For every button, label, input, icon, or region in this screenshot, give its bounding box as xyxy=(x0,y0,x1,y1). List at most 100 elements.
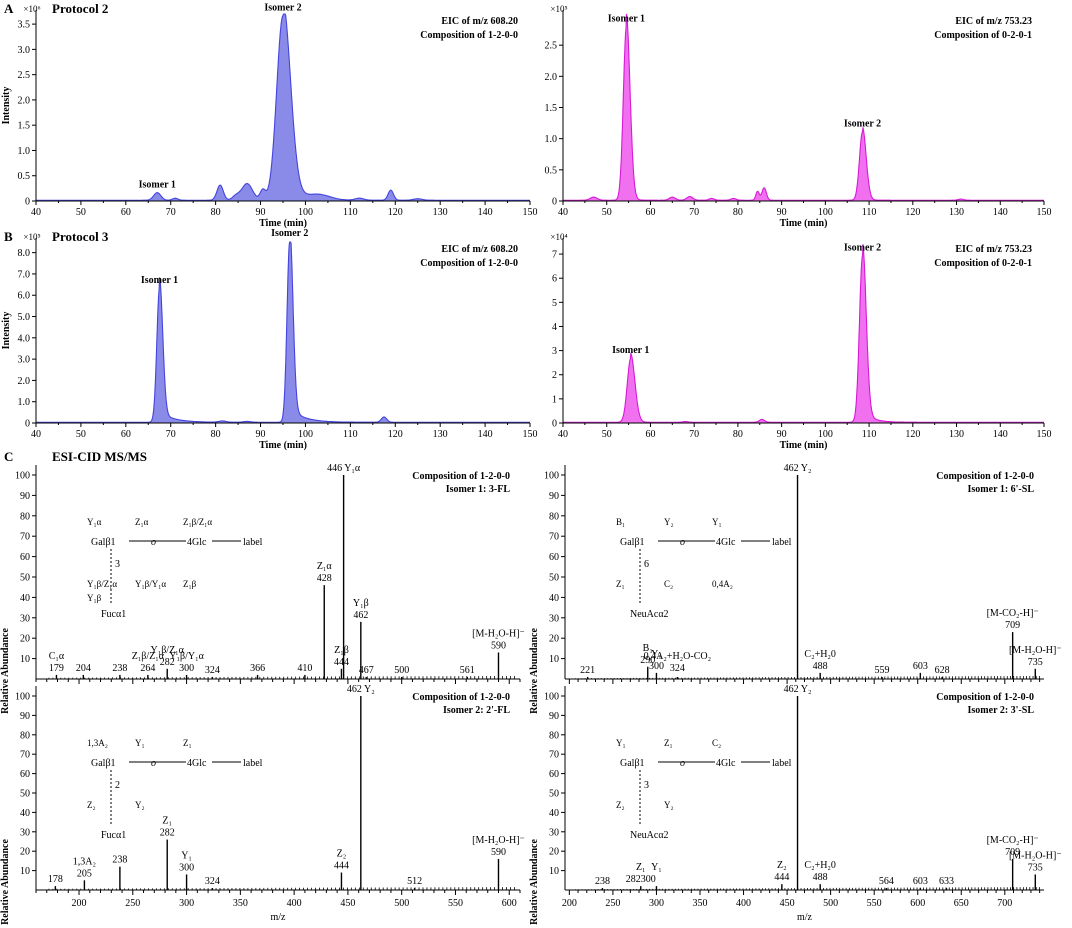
x-tick-label: 300 xyxy=(649,898,664,909)
structure-fragment: B₁ xyxy=(616,517,625,527)
y-axis-label: Relative Abundance xyxy=(529,628,540,714)
peak-label: 628 xyxy=(935,665,950,676)
peak-value: 300 xyxy=(179,663,194,674)
y-tick-label: 40 xyxy=(549,808,559,819)
x-tick-label: 90 xyxy=(777,429,787,440)
annotation-line: EIC of m/z 753.23 xyxy=(955,244,1032,255)
x-tick-label: 100 xyxy=(818,207,833,218)
peak-label: 238 xyxy=(595,876,610,887)
axis-exponent: ×10⁶ xyxy=(23,4,40,14)
x-tick-label: 250 xyxy=(605,898,620,909)
peak-label: 462 Y₂ xyxy=(347,684,375,695)
structure-fragment: C₂ xyxy=(712,738,721,748)
x-tick-label: 40 xyxy=(31,207,41,218)
structure-fragment: Z₁ xyxy=(183,738,192,748)
structure-linkage: 3 xyxy=(115,559,120,570)
structure-bridge: o xyxy=(151,537,156,548)
y-tick-label: 20 xyxy=(20,847,30,858)
annotation-line: EIC of m/z 608.20 xyxy=(441,244,518,255)
signal-line xyxy=(563,244,1044,423)
x-tick-label: 60 xyxy=(645,429,655,440)
structure-fragment: Z₁β/Z₁α xyxy=(183,517,212,527)
y-tick-label: 80 xyxy=(20,511,30,522)
peak-label: [M-H₂O-H]⁻ xyxy=(472,628,525,639)
section-title-protocol-3: Protocol 3 xyxy=(52,229,109,244)
structure-fragment: Y₁α xyxy=(87,517,102,527)
peak-label: 512 xyxy=(407,876,422,887)
axis-exponent: ×10⁵ xyxy=(23,232,40,242)
axis-exponent: ×10⁵ xyxy=(550,4,567,14)
structure-bridge: o xyxy=(680,537,685,548)
y-tick-label: 20 xyxy=(549,847,559,858)
peak-label: C₂+H₂0 xyxy=(804,860,836,871)
x-tick-label: 150 xyxy=(523,429,538,440)
x-tick-label: 700 xyxy=(997,898,1012,909)
peak-label: C₁α xyxy=(49,651,65,662)
y-tick-label: 10 xyxy=(549,866,559,877)
x-tick-label: 500 xyxy=(394,898,409,909)
x-tick-label: 70 xyxy=(689,207,699,218)
chart-A-left: 40 50 60 70 80 90 100 110 120 130 140 150 0 0.5 1.0 1.5… xyxy=(1,3,538,229)
y-tick-label: 100 xyxy=(544,471,559,482)
structure-linkage: 6 xyxy=(644,559,649,570)
chart-B-left: 40 50 60 70 80 90 100 110 120 130 140 150 0 1.0 2.0 3.0… xyxy=(1,228,538,451)
x-tick-label: 120 xyxy=(905,429,920,440)
peak-label: Isomer 1 xyxy=(141,275,178,286)
structure-residue: Galβ1 xyxy=(91,758,116,769)
x-tick-label: 50 xyxy=(76,429,86,440)
y-tick-label: 90 xyxy=(20,491,30,502)
y-tick-label: 8.0 xyxy=(18,248,31,259)
chart-C-bottom-right: 10 20 30 40 50 60 70 80 90 100 200 250 300 350 400 450 5… xyxy=(529,684,1062,925)
peak-value: 179 xyxy=(49,663,64,674)
structure-bridge: o xyxy=(151,758,156,769)
glycan-structure: Galβ1 o 4Glc label 2 Fucα1 1,3A₂ Y₁ Z₁ Z₂ Y₂ xyxy=(87,738,263,841)
peak-label: Isomer 2 xyxy=(271,228,308,239)
x-tick-label: 50 xyxy=(602,429,612,440)
peak-label: Z₂ xyxy=(337,849,347,860)
y-tick-label: 100 xyxy=(15,471,30,482)
x-tick-label: 60 xyxy=(121,207,131,218)
y-tick-label: 4 xyxy=(552,322,557,333)
structure-fragment: C₂ xyxy=(664,579,673,589)
y-axis-label: Intensity xyxy=(1,87,12,125)
peak-label: 603 xyxy=(913,876,928,887)
peak-label: Isomer 2 xyxy=(844,118,881,129)
peak-label: [M-H₂O-H]⁻ xyxy=(1009,645,1062,656)
x-tick-label: 400 xyxy=(736,898,751,909)
x-tick-label: 100 xyxy=(818,429,833,440)
x-tick-label: 110 xyxy=(862,429,877,440)
peak-label: Isomer 1 xyxy=(612,345,649,356)
peak-label: Z₁ xyxy=(636,862,646,873)
y-tick-label: 30 xyxy=(20,827,30,838)
x-tick-label: 110 xyxy=(343,207,358,218)
y-tick-label: 70 xyxy=(20,750,30,761)
axis-exponent: ×10⁴ xyxy=(550,232,567,242)
x-tick-label: 70 xyxy=(689,429,699,440)
structure-residue: Fucα1 xyxy=(101,830,126,841)
y-tick-label: 80 xyxy=(20,730,30,741)
peak-label: 561 xyxy=(460,665,475,676)
peak-label: Y₁ xyxy=(651,649,662,660)
peak-label: Z₁ xyxy=(162,816,172,827)
peak-label: 366 xyxy=(250,663,265,674)
x-tick-label: 130 xyxy=(949,207,964,218)
x-tick-label: 550 xyxy=(867,898,882,909)
structure-fragment: Z₂ xyxy=(87,800,96,810)
y-tick-label: 1.0 xyxy=(545,134,558,145)
x-tick-label: 500 xyxy=(823,898,838,909)
x-tick-label: 120 xyxy=(388,429,403,440)
peak-value: 264 xyxy=(140,663,155,674)
y-tick-label: 70 xyxy=(20,532,30,543)
x-tick-label: 130 xyxy=(949,429,964,440)
structure-fragment: Z₁ xyxy=(616,579,625,589)
x-tick-label: 90 xyxy=(256,207,266,218)
peak-value: 735 xyxy=(1028,862,1043,873)
x-tick-label: 80 xyxy=(733,207,743,218)
charts-layer: 40 50 60 70 80 90 100 110 120 130 140 15000.51.01.5… xyxy=(0,3,1062,925)
peak-label: 0,4A₂+H₂O-CO₂ xyxy=(644,651,712,662)
peak-label: Isomer 1 xyxy=(608,14,645,25)
y-tick-label: 3.5 xyxy=(18,20,31,31)
x-axis-label: Time (min) xyxy=(259,218,307,229)
x-tick-label: 60 xyxy=(121,429,131,440)
structure-residue: 4Glc xyxy=(716,537,736,548)
